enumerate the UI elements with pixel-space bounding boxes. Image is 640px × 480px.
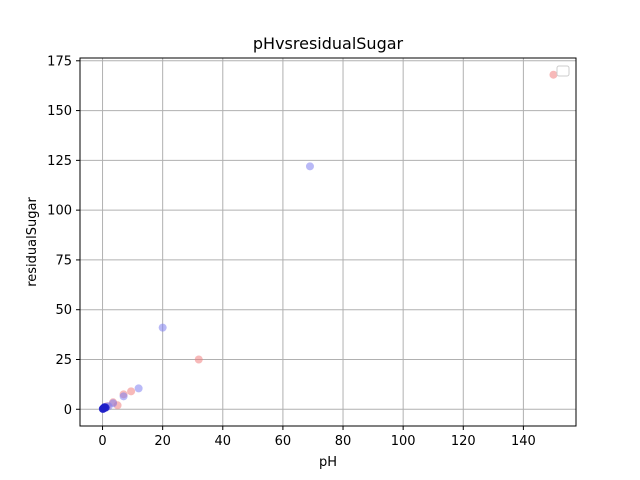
data-point (158, 323, 167, 332)
x-tick-label: 60 (275, 434, 292, 449)
y-axis-label: residualSugar (25, 197, 40, 287)
data-point (101, 403, 110, 412)
y-tick-label: 50 (55, 303, 72, 318)
x-axis-ticks: 0 20 40 60 80 100 120 140 (98, 426, 536, 449)
data-points (98, 70, 558, 413)
grid (80, 58, 576, 426)
data-point (127, 387, 136, 396)
y-tick-label: 150 (47, 104, 72, 119)
x-tick-label: 80 (335, 434, 352, 449)
y-tick-label: 100 (47, 204, 72, 219)
x-tick-label: 20 (154, 434, 171, 449)
x-tick-label: 140 (511, 434, 536, 449)
x-tick-label: 100 (391, 434, 416, 449)
data-point (549, 70, 558, 79)
x-tick-label: 0 (98, 434, 106, 449)
y-tick-label: 75 (55, 253, 72, 268)
x-tick-label: 40 (215, 434, 232, 449)
data-point (134, 384, 143, 393)
y-axis-ticks: 0 25 50 75 100 125 150 175 (47, 54, 80, 418)
x-tick-label: 120 (451, 434, 476, 449)
x-axis-label: pH (319, 455, 337, 470)
data-point (305, 162, 314, 171)
chart-title: pHvsresidualSugar (253, 34, 404, 53)
y-tick-label: 125 (47, 154, 72, 169)
y-tick-label: 0 (64, 403, 72, 418)
legend-box (556, 65, 570, 77)
y-tick-label: 25 (55, 353, 72, 368)
y-tick-label: 175 (47, 54, 72, 69)
data-point (194, 355, 203, 364)
data-point (119, 392, 128, 401)
axes-frame (79, 57, 577, 427)
